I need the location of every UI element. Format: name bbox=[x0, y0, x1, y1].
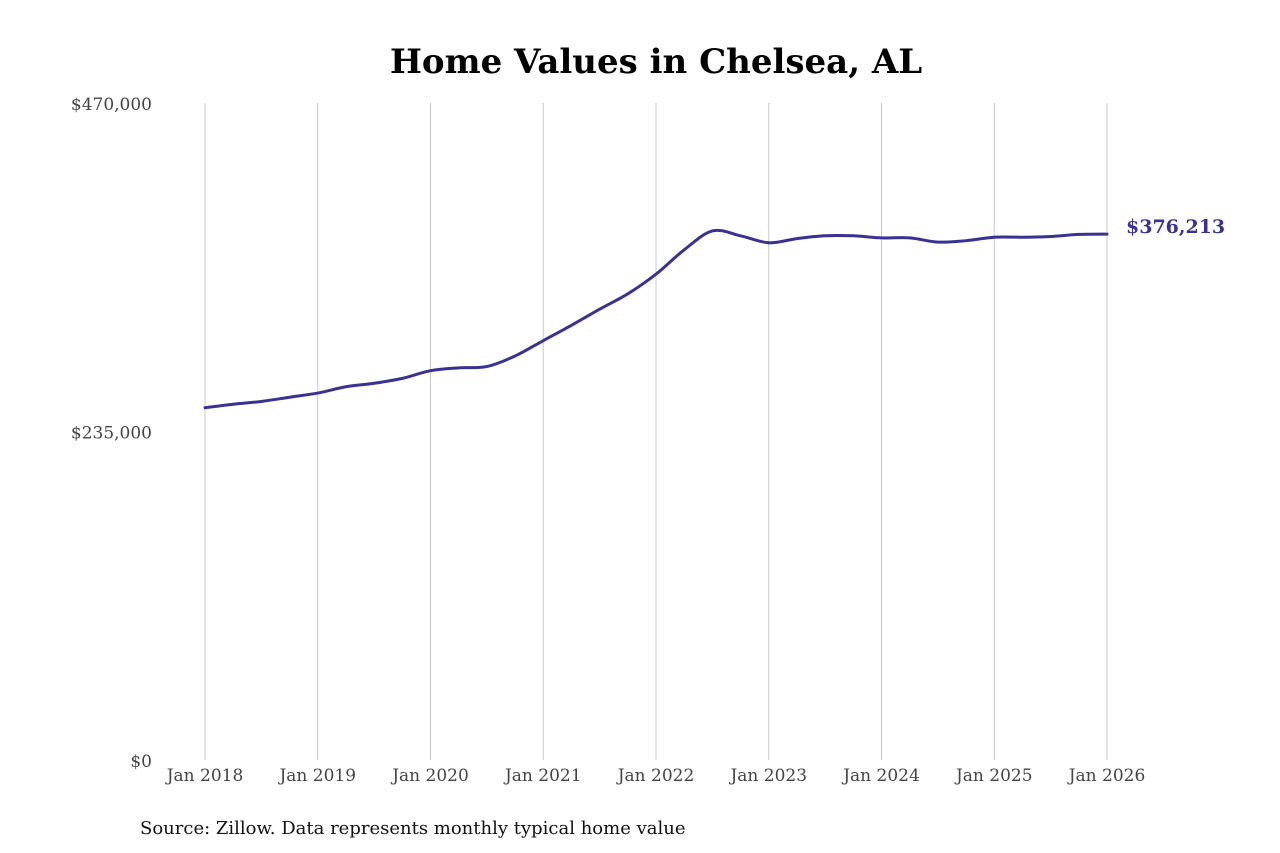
source-note: Source: Zillow. Data represents monthly … bbox=[140, 818, 686, 839]
series-line-0 bbox=[203, 228, 1109, 410]
x-axis: Jan 2018 Jan 2019 Jan 2020 Jan 2021 Jan 2022… bbox=[165, 766, 1146, 786]
x-tick-label: Jan 2018 bbox=[165, 766, 244, 786]
x-tick-label: Jan 2020 bbox=[390, 766, 469, 786]
chart-title: Home Values in Chelsea, AL bbox=[390, 42, 922, 82]
end-value-label: $376,213 bbox=[1126, 216, 1225, 238]
x-tick-label: Jan 2021 bbox=[503, 766, 582, 786]
gridlines bbox=[204, 103, 1108, 760]
x-tick-label: Jan 2023 bbox=[728, 766, 807, 786]
x-tick-label: Jan 2024 bbox=[841, 766, 920, 786]
y-tick-label: $470,000 bbox=[71, 95, 152, 115]
series-layer bbox=[203, 228, 1109, 410]
x-tick-label: Jan 2025 bbox=[954, 766, 1033, 786]
x-tick-label: Jan 2022 bbox=[616, 766, 695, 786]
y-tick-label: $235,000 bbox=[71, 424, 152, 444]
x-tick-label: Jan 2026 bbox=[1067, 766, 1146, 786]
y-axis: $0 $235,000 $470,000 bbox=[71, 95, 152, 772]
x-tick-label: Jan 2019 bbox=[277, 766, 356, 786]
y-tick-label: $0 bbox=[130, 752, 152, 772]
